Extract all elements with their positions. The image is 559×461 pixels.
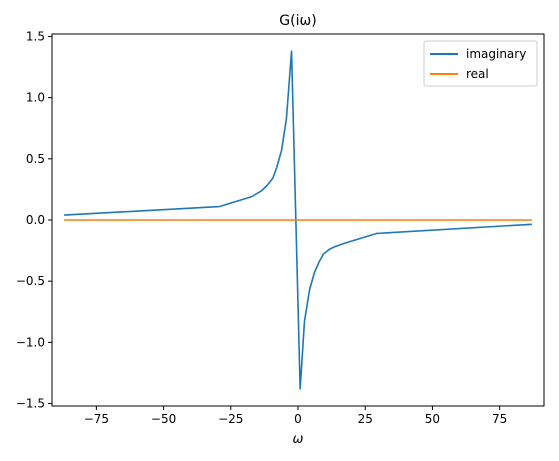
y-tick-label: −1.0 (16, 335, 45, 349)
x-tick-label: −25 (218, 412, 243, 426)
x-tick-label: −75 (84, 412, 109, 426)
y-tick-label: 1.0 (26, 91, 45, 105)
y-tick-label: 0.5 (26, 152, 45, 166)
series-line-imaginary (64, 50, 532, 390)
y-tick-label: 1.5 (26, 29, 45, 43)
x-axis-label: ω (293, 432, 304, 447)
y-axis-ticks: −1.5 −1.0 −0.5 0.0 0.5 1.0 1.5 (16, 29, 52, 411)
x-axis-ticks: −75 −50 −25 0 25 50 75 (84, 406, 507, 426)
y-tick-label: 0.0 (26, 213, 45, 227)
legend: imaginary real (423, 40, 538, 87)
chart-title: G(iω) (279, 13, 316, 29)
x-tick-label: 25 (358, 412, 373, 426)
y-tick-label: −1.5 (16, 397, 45, 411)
y-tick-label: −0.5 (16, 274, 45, 288)
legend-label-imaginary: imaginary (466, 47, 526, 61)
x-tick-label: −50 (151, 412, 176, 426)
legend-label-real: real (466, 67, 489, 81)
x-tick-label: 0 (294, 412, 302, 426)
series-layer (64, 50, 532, 390)
x-tick-label: 50 (425, 412, 440, 426)
x-tick-label: 75 (492, 412, 507, 426)
